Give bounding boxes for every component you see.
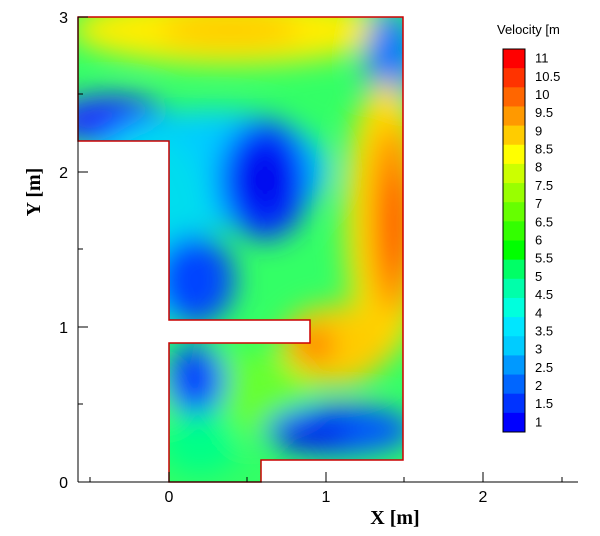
- colorbar-swatch: [503, 317, 525, 337]
- x-tick-label: 2: [479, 489, 488, 506]
- x-tick-label: 1: [322, 489, 331, 506]
- x-ticks: [89, 472, 563, 482]
- legend-level-label: 5.5: [535, 251, 553, 266]
- y-tick-label: 3: [59, 10, 68, 27]
- x-tick-label: 0: [165, 489, 174, 506]
- colorbar-swatch: [503, 336, 525, 356]
- legend-level-label: 8: [535, 160, 542, 175]
- colorbar-swatch: [503, 163, 525, 184]
- legend-title: Velocity [m: [497, 22, 560, 37]
- y-axis-title: Y [m]: [23, 168, 45, 217]
- legend-level-label: 11: [535, 51, 549, 66]
- y-tick-label: 1: [59, 320, 68, 337]
- colorbar-swatch: [503, 87, 525, 107]
- colorbar-swatch: [503, 49, 525, 69]
- legend-level-label: 4.5: [535, 287, 553, 302]
- colorbar-swatch: [503, 125, 525, 146]
- y-ticks: [78, 16, 88, 483]
- colorbar-swatch: [503, 68, 525, 88]
- contour-field: [78, 17, 403, 482]
- colorbar-swatch: [503, 278, 525, 299]
- colorbar-swatch: [503, 355, 525, 376]
- legend-level-label: 9: [535, 123, 542, 138]
- legend-level-label: 2: [535, 378, 542, 393]
- legend-colorbar: [502, 48, 526, 433]
- legend-labels: 11 10.5 10 9.5 9 8.5 8 7.5 7 6.5 6 5.5 5 4.5 4 3.5 3 2.5 2…: [535, 51, 560, 430]
- legend-level-label: 7: [535, 196, 542, 211]
- legend-level-label: 1.5: [535, 396, 553, 411]
- colorbar-swatch: [503, 259, 525, 280]
- legend-level-label: 8.5: [535, 142, 553, 157]
- legend-level-label: 7.5: [535, 178, 553, 193]
- legend-level-label: 10.5: [535, 69, 560, 84]
- colorbar-frame: [502, 48, 526, 433]
- colorbar-swatch: [503, 297, 525, 318]
- legend-level-label: 9.5: [535, 105, 553, 120]
- colorbar-swatch: [503, 106, 525, 127]
- legend-level-label: 5: [535, 269, 542, 284]
- colorbar-swatch: [503, 393, 525, 414]
- legend-level-label: 10: [535, 87, 549, 102]
- colorbar-swatch: [503, 374, 525, 395]
- legend-level-label: 1: [535, 414, 542, 429]
- legend-level-label: 3.5: [535, 323, 553, 338]
- colorbar-swatch: [503, 144, 525, 165]
- legend-level-label: 6.5: [535, 214, 553, 229]
- domain-boundary: [77, 16, 404, 483]
- x-axis-title: X [m]: [370, 507, 419, 529]
- colorbar-swatch: [503, 202, 525, 222]
- colorbar-swatch: [503, 221, 525, 241]
- legend-level-label: 6: [535, 233, 542, 248]
- y-tick-label: 0: [59, 475, 68, 492]
- colorbar-swatch: [503, 183, 525, 203]
- legend-level-label: 4: [535, 305, 542, 320]
- legend-level-label: 2.5: [535, 360, 553, 375]
- colorbar-swatch: [503, 412, 525, 433]
- y-tick-label: 2: [59, 165, 68, 182]
- colorbar-swatch: [503, 240, 525, 261]
- legend-level-label: 3: [535, 342, 542, 357]
